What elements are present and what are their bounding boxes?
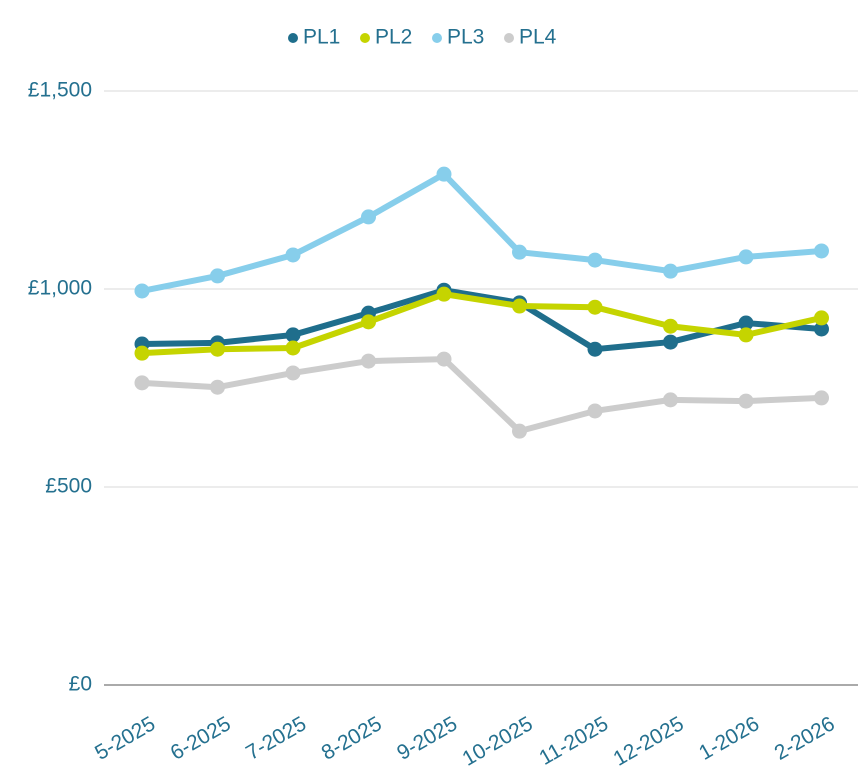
y-tick-label: £1,000 (28, 277, 92, 300)
data-point (361, 209, 376, 225)
data-point (134, 375, 150, 391)
data-point (436, 286, 452, 302)
x-tick-label: 6-2025 (167, 712, 235, 765)
series-line (141, 171, 822, 294)
legend-item: PL2 (360, 26, 412, 49)
data-point (663, 318, 678, 334)
data-point (814, 390, 829, 406)
data-point (587, 299, 603, 315)
x-tick-label: 11-2025 (535, 712, 612, 770)
data-point (210, 268, 225, 284)
x-tick-label: 9-2025 (393, 712, 461, 765)
data-point (436, 166, 452, 182)
data-point (814, 321, 829, 337)
data-point (285, 327, 301, 343)
data-point (134, 283, 150, 299)
data-point (587, 252, 603, 268)
data-point (663, 334, 678, 350)
data-point (738, 315, 754, 331)
x-tick-label: 5-2025 (91, 712, 159, 765)
data-point (285, 247, 301, 263)
x-tick-label: 2-2026 (771, 712, 839, 765)
legend-marker (504, 33, 514, 43)
legend-marker (360, 33, 370, 43)
data-point (210, 379, 225, 395)
legend-marker (288, 33, 298, 43)
data-point (512, 298, 527, 314)
y-tick-label: £0 (69, 673, 92, 696)
data-point (436, 351, 452, 367)
x-tick-label: 10-2025 (459, 712, 537, 770)
legend-label: PL3 (447, 26, 484, 49)
x-tick-label: 8-2025 (318, 712, 386, 765)
x-tick-label: 12-2025 (610, 712, 688, 770)
data-point (361, 314, 376, 330)
y-tick-label: £500 (45, 475, 92, 498)
data-point (361, 353, 376, 369)
data-point (814, 310, 829, 326)
data-point (738, 393, 754, 409)
legend-marker (432, 33, 442, 43)
legend-item: PL3 (432, 26, 484, 49)
series-line (141, 291, 823, 357)
data-point (210, 341, 225, 357)
legend-label: PL1 (303, 26, 340, 49)
data-point (663, 263, 678, 279)
series-line (141, 356, 822, 435)
data-point (663, 392, 678, 408)
data-point (134, 345, 150, 361)
data-point (512, 244, 527, 260)
legend-label: PL2 (375, 26, 412, 49)
x-tick-label: 1-2026 (695, 712, 763, 765)
data-point (738, 249, 754, 265)
legend-label: PL4 (519, 26, 557, 49)
x-tick-label: 7-2025 (242, 712, 310, 765)
data-point (285, 365, 301, 381)
legend-item: PL4 (504, 26, 557, 49)
data-point (587, 341, 603, 357)
data-point (512, 423, 527, 439)
legend-item: PL1 (288, 26, 340, 49)
data-point (738, 327, 754, 343)
data-point (587, 403, 603, 419)
data-point (285, 340, 301, 356)
y-tick-label: £1,500 (28, 79, 92, 102)
data-point (814, 243, 829, 259)
